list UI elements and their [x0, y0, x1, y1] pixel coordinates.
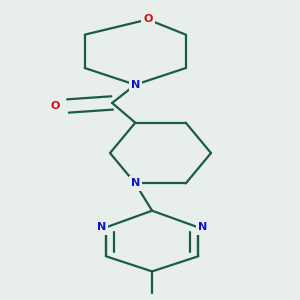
Text: N: N: [131, 178, 140, 188]
Text: O: O: [51, 101, 60, 111]
Text: N: N: [97, 222, 106, 233]
Text: N: N: [198, 222, 207, 233]
Text: N: N: [131, 80, 140, 90]
Text: O: O: [143, 14, 153, 25]
